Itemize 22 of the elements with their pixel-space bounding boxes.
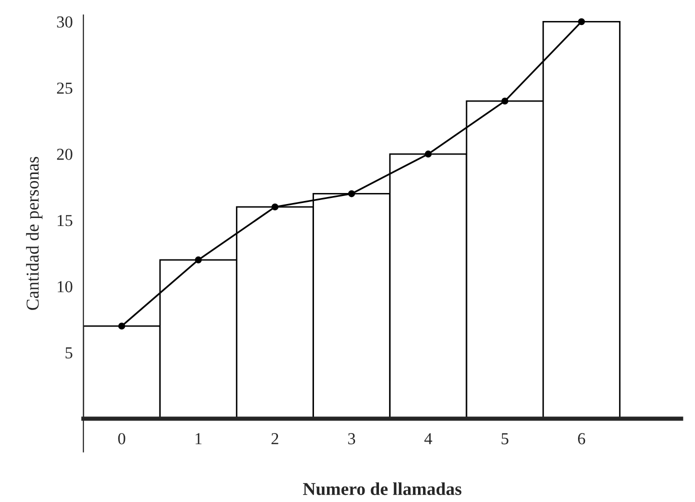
x-tick-label: 3 (348, 433, 356, 444)
y-tick-label: 5 (66, 347, 72, 358)
x-tick-label: 6 (578, 433, 586, 444)
y-tick-label: 20 (57, 148, 72, 160)
x-tick-label: 4 (424, 433, 432, 444)
x-axis-title: Numero de llamadas (303, 482, 462, 496)
point (118, 322, 126, 330)
point (272, 203, 278, 210)
point (194, 256, 202, 264)
y-tick-label: 25 (57, 82, 72, 94)
point (424, 150, 432, 158)
x-tick-label: 5 (502, 433, 508, 444)
y-tick-label: 15 (58, 214, 72, 226)
point (578, 18, 585, 26)
point (348, 190, 356, 198)
y-axis-title: Cantidad de personas (26, 156, 42, 310)
x-tick-label: 1 (196, 433, 202, 444)
y-tick-label: 30 (57, 16, 72, 28)
x-tick-label: 0 (118, 433, 126, 444)
x-tick-label: 2 (272, 433, 278, 444)
y-tick-label: 10 (58, 281, 72, 292)
point (501, 98, 508, 105)
